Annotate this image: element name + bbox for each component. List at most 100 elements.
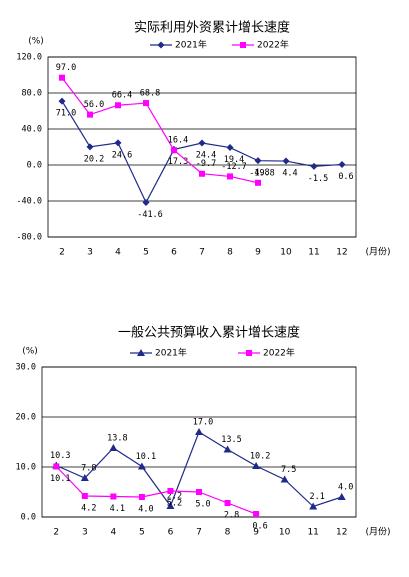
marker — [110, 493, 117, 500]
y-tick-label: 120.0 — [16, 53, 42, 63]
data-label: -19.8 — [249, 168, 275, 178]
marker — [252, 462, 261, 469]
data-label: 10.2 — [250, 452, 270, 462]
marker — [282, 157, 290, 165]
marker — [142, 198, 150, 206]
y-tick-label: 20.0 — [16, 413, 36, 423]
marker — [143, 100, 149, 107]
marker — [138, 494, 145, 500]
x-tick-label: 5 — [143, 248, 149, 258]
x-tick-label: 11 — [308, 248, 319, 258]
series-line — [56, 431, 342, 508]
marker — [114, 139, 122, 147]
x-tick-label: 9 — [253, 528, 259, 538]
y-tick-label: 0.0 — [21, 513, 36, 523]
x-axis-label: (月份) — [365, 526, 390, 538]
data-label: 68.8 — [140, 89, 160, 99]
data-label: 10.1 — [136, 452, 156, 462]
data-label: -12.7 — [221, 162, 247, 172]
y-tick-label: 0.0 — [27, 161, 42, 171]
y-tick-label: 30.0 — [16, 363, 36, 373]
x-tick-label: 9 — [255, 248, 261, 258]
marker — [199, 170, 205, 177]
data-label: 2.2 — [167, 492, 182, 502]
x-axis-label: (月份) — [365, 246, 390, 258]
marker — [80, 474, 89, 481]
data-label: -41.6 — [137, 210, 163, 220]
marker — [53, 463, 60, 470]
marker — [58, 97, 66, 105]
x-tick-label: 7 — [196, 528, 202, 538]
data-label: 0.6 — [338, 172, 353, 182]
marker — [280, 475, 289, 483]
marker — [338, 160, 346, 168]
x-tick-label: 10 — [280, 248, 292, 258]
marker — [86, 143, 94, 151]
marker — [171, 147, 177, 154]
marker — [337, 493, 346, 500]
data-label: 4.4 — [282, 169, 297, 179]
marker — [195, 428, 203, 435]
marker — [198, 139, 206, 147]
marker — [196, 489, 202, 495]
x-tick-label: 12 — [336, 248, 347, 258]
plot-frame — [47, 56, 357, 238]
data-label: 10.1 — [50, 474, 70, 484]
marker — [137, 462, 146, 470]
data-label: 2.1 — [310, 492, 325, 502]
x-tick-label: 10 — [279, 528, 291, 538]
data-label: 0.6 — [252, 522, 267, 532]
series-line — [61, 77, 259, 184]
x-tick-label: 7 — [199, 248, 205, 258]
data-label: 10.3 — [50, 451, 70, 461]
x-tick-label: 2 — [53, 528, 59, 538]
data-label: 13.5 — [221, 435, 241, 445]
series-line — [55, 466, 257, 515]
data-label: 4.0 — [138, 505, 153, 515]
marker — [227, 173, 233, 180]
y-axis-label: (%) — [28, 37, 44, 47]
data-label: 2.8 — [224, 511, 239, 521]
marker — [223, 445, 232, 453]
chart-title: 一般公共预算收入累计增长速度 — [118, 325, 300, 341]
data-label: 17.3 — [168, 157, 188, 167]
y-axis-label: (%) — [22, 347, 38, 357]
x-tick-label: 2 — [59, 248, 65, 258]
x-tick-label: 8 — [227, 248, 233, 258]
marker — [137, 349, 145, 356]
x-tick-label: 3 — [82, 528, 88, 538]
marker — [226, 144, 234, 152]
marker — [253, 511, 260, 517]
data-label: -9.7 — [196, 159, 216, 169]
data-label: 97.0 — [56, 63, 76, 73]
marker — [224, 500, 231, 506]
marker — [167, 488, 174, 494]
marker — [157, 41, 165, 49]
data-label: 24.4 — [196, 151, 216, 161]
data-label: 7.8 — [81, 464, 96, 474]
legend-label: 2022年 — [263, 347, 295, 359]
x-tick-label: 8 — [225, 528, 231, 538]
marker — [115, 102, 121, 109]
marker — [246, 350, 252, 356]
marker — [166, 502, 175, 509]
marker — [310, 162, 318, 170]
data-label: 24.6 — [112, 150, 132, 160]
x-tick-label: 11 — [307, 528, 318, 538]
data-label: 4.2 — [81, 504, 96, 514]
data-label: -1.5 — [308, 174, 328, 184]
marker — [255, 179, 261, 186]
y-tick-label: 10.0 — [16, 463, 36, 473]
y-tick-label: -40.0 — [16, 197, 42, 207]
x-tick-label: 4 — [110, 528, 116, 538]
data-label: 4.1 — [110, 504, 125, 514]
plot-frame — [41, 366, 357, 518]
marker — [309, 502, 318, 510]
y-tick-label: 80.0 — [22, 89, 42, 99]
data-label: 71.0 — [56, 109, 76, 119]
chart-title: 实际利用外资累计增长速度 — [134, 20, 290, 36]
marker — [59, 74, 65, 81]
data-label: 66.4 — [112, 91, 132, 101]
legend-label: 2021年 — [175, 39, 207, 51]
